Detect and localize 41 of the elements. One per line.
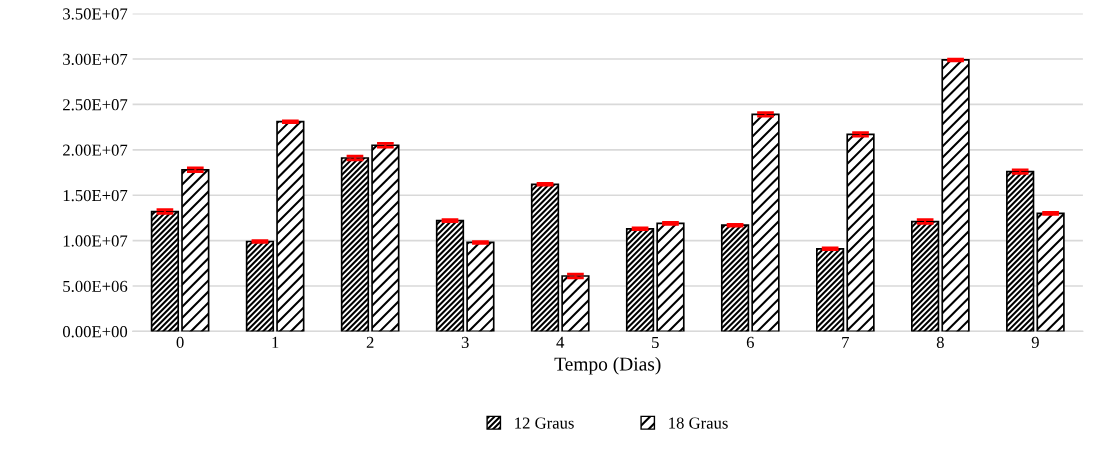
- bar: [340, 157, 370, 332]
- legend-label: 12 Graus: [515, 417, 574, 429]
- bar: [371, 144, 400, 332]
- bar: [530, 183, 560, 332]
- bar: [911, 220, 940, 332]
- x-tick-label: 8: [936, 336, 944, 349]
- bar: [720, 224, 750, 332]
- x-tick-label: 5: [652, 336, 659, 349]
- bar: [435, 219, 465, 332]
- x-tick-label: 7: [842, 336, 850, 348]
- y-tick-label: 2.00E+07: [63, 144, 128, 156]
- bar: [846, 133, 875, 332]
- bar: [245, 240, 275, 332]
- legend-label: 18 Graus: [669, 417, 728, 429]
- bar: [1036, 212, 1065, 332]
- x-tick-label: 1: [272, 336, 279, 348]
- x-tick-label: 6: [746, 336, 754, 349]
- bar: [656, 222, 685, 332]
- y-tick-label: 5.00E+06: [63, 280, 128, 293]
- y-tick-label: 3.50E+07: [63, 8, 128, 20]
- bar: [181, 168, 210, 332]
- bar: [1006, 170, 1035, 332]
- x-axis-title: Tempo (Dias): [554, 356, 661, 375]
- bar: [150, 210, 180, 332]
- bar: [815, 247, 845, 332]
- x-tick-label: 4: [556, 336, 565, 348]
- y-tick-label: 2.50E+07: [63, 99, 128, 111]
- y-tick-label: 1.50E+07: [63, 189, 128, 202]
- bar: [941, 59, 970, 332]
- x-tick-label: 2: [366, 336, 374, 348]
- x-tick-label: 3: [461, 336, 469, 349]
- y-tick-label: 0.00E+00: [62, 326, 128, 338]
- x-tick-label: 9: [1031, 336, 1039, 349]
- bar: [276, 120, 305, 332]
- y-tick-label: 3.00E+07: [63, 53, 128, 66]
- bar: [751, 113, 780, 332]
- bar: [625, 227, 655, 332]
- y-tick-label: 1.00E+07: [63, 235, 128, 247]
- x-tick-label: 0: [176, 336, 184, 349]
- bar: [466, 241, 495, 332]
- bar: [561, 275, 590, 332]
